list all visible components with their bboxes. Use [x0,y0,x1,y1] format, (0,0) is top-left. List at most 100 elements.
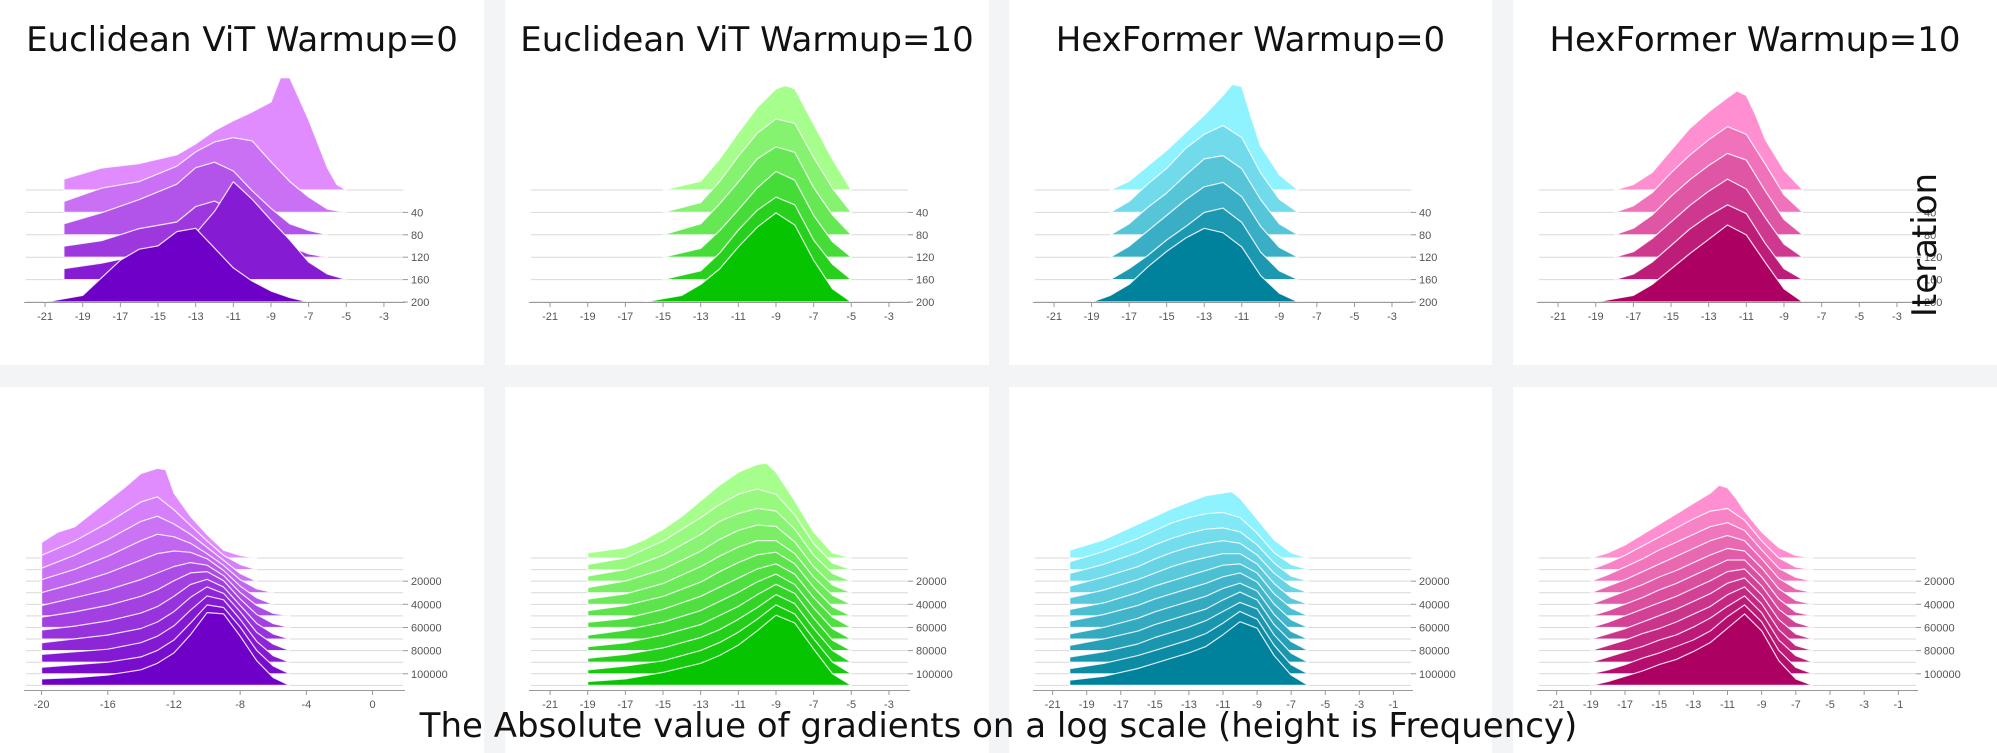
x-tick-label: -7 [1817,311,1827,323]
x-tick-label: -9 [1274,311,1284,323]
ridge-area [44,227,310,303]
x-tick-label: -3 [1859,699,1869,711]
ridgeline-chart: -21 -19 -17 -15 -13 -11 -9 -7 -5 -3 40 80 120 160 200 [529,84,934,323]
y-tick-label: 20000 [1924,576,1955,588]
x-tick-label: -17 [617,699,633,711]
x-tick-label: -3 [884,699,894,711]
x-tick-label: -21 [1549,699,1565,711]
ridgeline-chart: -21 -19 -17 -15 -13 -11 -9 -7 -5 -3 40 80 120 160 200 [1033,83,1437,323]
y-tick-label: 60000 [1419,622,1450,634]
column-title: HexFormer Warmup=0 [1055,20,1446,60]
x-tick-label: -13 [1196,311,1212,323]
y-tick-label: 20000 [1419,576,1450,588]
x-tick-label: -5 [1320,699,1330,711]
y-tick-label: 200 [916,297,934,309]
x-tick-label: -15 [1147,699,1163,711]
x-tick-label: -11 [1739,311,1754,323]
y-tick-label: 40 [1419,207,1431,219]
x-tick-label: -5 [846,311,856,323]
x-tick-label: -21 [542,699,558,711]
column-title: Euclidean ViT Warmup=0 [26,20,458,60]
x-tick-label: -11 [731,699,746,711]
x-tick-label: -7 [809,699,819,711]
x-tick-label: -1 [1893,699,1903,711]
x-tick-label: -17 [112,311,128,323]
y-tick-label: 160 [1419,275,1437,287]
ridgeline-chart: -20 -16 -12 -8 -4 0 20000 40000 60000 80000 100000 [24,467,448,711]
x-tick-label: -15 [1159,311,1175,323]
ridge-area [643,212,852,303]
x-tick-label: -21 [1045,699,1061,711]
x-tick-label: -15 [655,311,671,323]
x-tick-label: -9 [771,311,781,323]
y-tick-label: 100000 [1419,669,1456,681]
column-title: Euclidean ViT Warmup=10 [520,20,974,60]
x-tick-label: -13 [1701,311,1717,323]
y-tick-label: 120 [411,252,429,264]
x-tick-label: -19 [75,311,91,323]
ridgeline-chart: -21 -19 -17 -15 -13 -11 -9 -7 -5 -3 40 80 120 160 200 [24,77,429,323]
ridge-area [587,614,852,686]
x-tick-label: -19 [580,699,596,711]
x-tick-label: -9 [1252,699,1262,711]
x-tick-label: -3 [1387,311,1397,323]
y-tick-label: 120 [916,252,934,264]
x-tick-label: -7 [1286,699,1296,711]
x-tick-label: -5 [846,699,856,711]
x-tick-label: -21 [1550,311,1566,323]
x-tick-label: -3 [1354,699,1364,711]
x-tick-label: -17 [1113,699,1129,711]
y-tick-label: 40000 [916,599,947,611]
x-tick-label: -21 [542,311,558,323]
y-tick-label: 80000 [411,646,442,658]
x-tick-label: -17 [617,311,633,323]
y-tick-label: 60000 [1924,622,1955,634]
ridgeline-chart: -21 -19 -17 -15 -13 -11 -9 -7 -5 -3 20000 40000 6000… [529,462,953,711]
x-tick-label: -9 [771,699,781,711]
y-tick-label: 200 [1924,297,1942,309]
ridge-area [63,181,347,281]
y-tick-label: 80000 [1924,646,1955,658]
x-tick-label: -19 [1583,699,1599,711]
x-tick-label: -9 [266,311,276,323]
x-tick-label: -3 [1892,311,1902,323]
x-tick-label: -5 [341,311,351,323]
x-tick-label: -17 [1617,699,1633,711]
ridge-area [63,77,347,191]
y-tick-label: 120 [1924,252,1942,264]
y-tick-label: 80 [916,230,928,242]
x-tick-label: -19 [1588,311,1604,323]
figure-x-label: The Absolute value of gradients on a log… [419,706,1578,746]
ridge-area [1069,621,1309,686]
x-tick-label: -15 [150,311,166,323]
y-tick-label: 200 [411,297,429,309]
y-tick-label: 40000 [1419,599,1450,611]
x-tick-label: -13 [1685,699,1701,711]
x-tick-label: -20 [34,699,50,711]
x-tick-label: -11 [1720,699,1735,711]
y-tick-label: 40 [411,207,423,219]
y-tick-label: 20000 [411,576,442,588]
x-tick-label: -5 [1350,311,1360,323]
ridgeline-chart: -21 -19 -17 -15 -13 -11 -9 -7 -5 -3 40 80 120 160 200 [1537,90,1942,323]
y-tick-label: 40000 [411,599,442,611]
y-tick-label: 200 [1419,297,1437,309]
ridgeline-chart: -21 -19 -17 -15 -13 -11 -9 -7 -5 -3 -1 20000 40000 60… [1537,484,1961,711]
x-tick-label: -8 [235,699,245,711]
y-tick-label: 80000 [1419,646,1450,658]
y-tick-label: 80000 [916,646,947,658]
y-tick-label: 80 [1924,230,1936,242]
x-tick-label: -13 [693,699,709,711]
x-tick-label: -15 [1663,311,1679,323]
ridge-area [41,612,291,686]
x-tick-label: -16 [100,699,116,711]
y-tick-label: 60000 [411,622,442,634]
x-tick-label: -1 [1388,699,1398,711]
x-tick-label: -11 [731,311,746,323]
y-tick-label: 40 [1924,207,1936,219]
x-tick-label: -7 [304,311,314,323]
y-tick-label: 100000 [411,669,448,681]
x-tick-label: -17 [1625,311,1641,323]
x-tick-label: -12 [166,699,182,711]
figure-y-label: Iteration [1905,172,1945,318]
